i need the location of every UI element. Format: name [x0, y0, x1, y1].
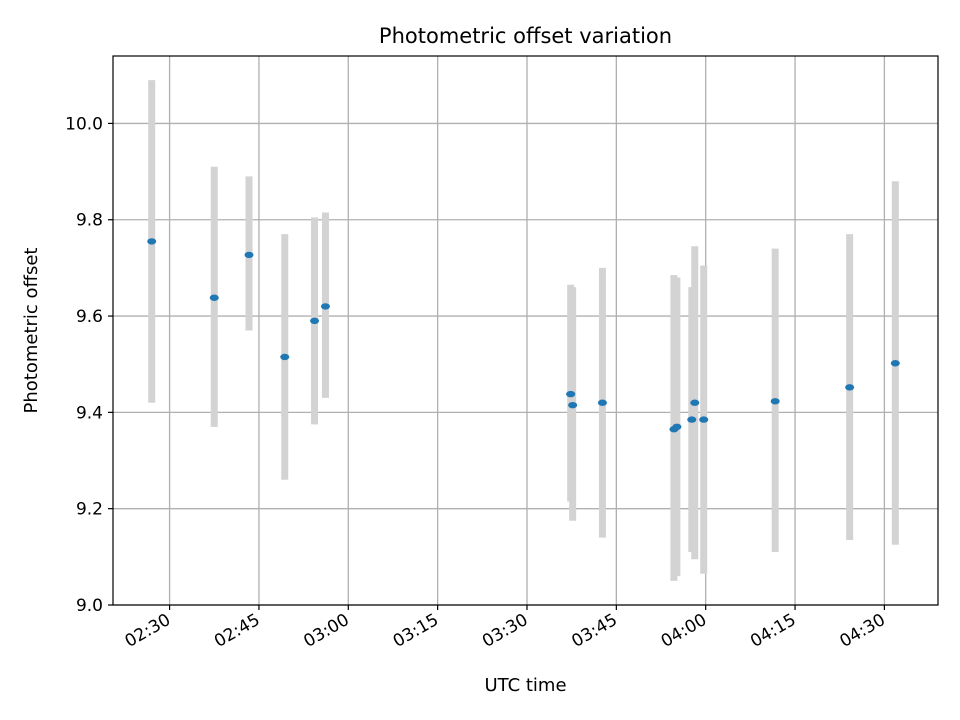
- y-tick-label: 9.8: [76, 211, 103, 231]
- x-axis-title: UTC time: [484, 675, 566, 696]
- y-axis-title: Photometric offset: [21, 248, 42, 414]
- y-tick-label: 10.0: [65, 114, 103, 134]
- y-tick-label: 9.0: [76, 596, 103, 616]
- data-point: [566, 390, 576, 398]
- chart-title: Photometric offset variation: [379, 24, 672, 48]
- data-point: [770, 398, 780, 405]
- y-tick-label: 9.4: [76, 403, 103, 423]
- data-point: [699, 416, 709, 423]
- plot-area-frame: [112, 55, 939, 606]
- data-point: [280, 353, 290, 361]
- data-point: [244, 251, 254, 259]
- grid: [113, 56, 938, 606]
- data-point: [890, 360, 900, 367]
- y-tick-label: 9.6: [76, 307, 103, 327]
- data-point: [310, 317, 320, 325]
- y-tick-label: 9.2: [76, 500, 103, 520]
- data-point: [320, 303, 330, 310]
- data-point: [690, 399, 700, 406]
- data-point: [687, 416, 697, 423]
- data-point: [672, 423, 682, 431]
- data-point: [597, 399, 607, 406]
- data-point: [845, 384, 855, 391]
- data-point: [209, 294, 219, 301]
- data-points: [147, 238, 900, 433]
- data-point: [147, 238, 157, 245]
- data-point: [568, 401, 578, 409]
